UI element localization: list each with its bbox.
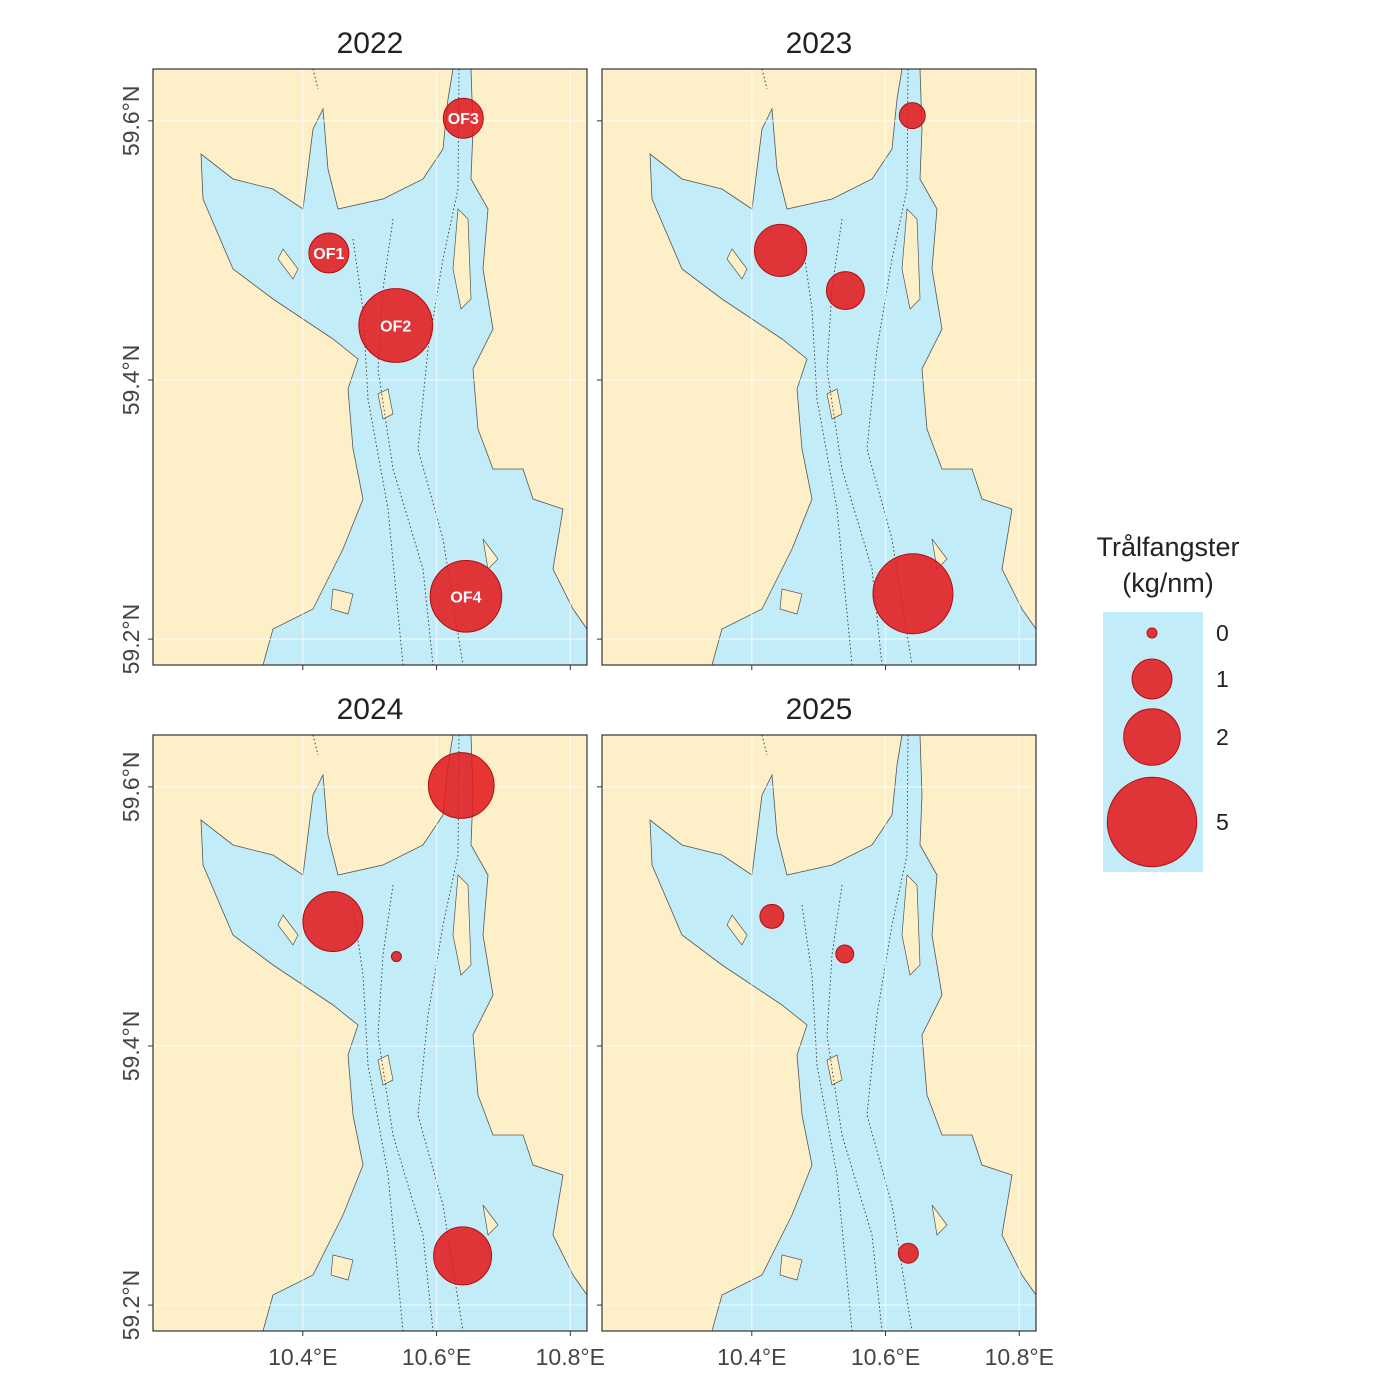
panel-title: 2022 [337,27,404,60]
y-tick-label: 59.4°N [118,345,144,416]
catch-bubble [753,223,808,277]
catch-bubble [429,560,503,633]
legend-label: 1 [1216,666,1229,692]
catch-bubble [302,891,364,953]
map-panel: 59.2°N 59.4°N 59.6°N OF1 OF2 OF3 OF4 2022 [118,27,588,675]
basemap [153,735,587,1331]
legend-label: 5 [1216,809,1229,835]
map-panel: 2023 [597,27,1037,670]
panel-border [601,68,1037,666]
x-tick-label: 10.8°E [985,1344,1054,1370]
y-tick-label: 59.6°N [118,752,144,823]
legend-bubble [1131,658,1173,700]
catch-bubble [759,903,785,929]
catch-bubble [358,288,434,363]
legend-label: 2 [1216,724,1229,750]
x-tick-label: 10.6°E [851,1344,920,1370]
catch-bubble [897,1242,919,1264]
station-label: OF1 [313,246,344,263]
panel-title: 2025 [786,693,853,726]
y-tick-label: 59.4°N [118,1011,144,1082]
x-tick-label: 10.8°E [536,1344,605,1370]
panel-title: 2023 [786,27,853,60]
station-label: OF4 [450,589,481,606]
map-panel: 10.4°E 10.6°E 10.8°E 2025 [597,693,1054,1370]
basemap [153,69,587,665]
legend-bubble [1146,627,1158,639]
x-tick-label: 10.4°E [717,1344,786,1370]
size-legend: Trålfangster (kg/nm) 0 1 2 5 [1096,532,1240,872]
y-tick-label: 59.6°N [118,86,144,157]
catch-bubble [835,944,855,964]
legend-title: Trålfangster [1096,532,1239,562]
basemap [602,735,1036,1331]
catch-bubble [427,752,495,819]
y-tick-label: 59.2°N [118,604,144,675]
panel-border [601,734,1037,1332]
panel-border [152,734,588,1332]
catch-bubble [308,232,350,274]
x-tick-label: 10.4°E [268,1344,337,1370]
catch-bubble [442,97,484,139]
panel-title: 2024 [337,693,404,726]
basemap [602,69,1036,665]
panel-border [152,68,588,666]
legend-bubble [1123,708,1181,766]
station-label: OF3 [448,111,479,128]
catch-bubble [433,1226,493,1286]
legend-title: (kg/nm) [1122,568,1214,598]
x-tick-label: 10.6°E [402,1344,471,1370]
map-panel: 10.4°E 10.6°E 10.8°E 59.2°N 59.4°N 59.6°N 2024 [118,693,605,1370]
catch-bubble [390,951,402,963]
catch-bubble [872,553,954,635]
y-tick-label: 59.2°N [118,1270,144,1341]
catch-bubble [898,102,926,130]
legend-label: 0 [1216,620,1229,646]
legend-bubble [1106,776,1198,868]
station-label: OF2 [380,319,411,336]
catch-bubble [825,271,865,311]
